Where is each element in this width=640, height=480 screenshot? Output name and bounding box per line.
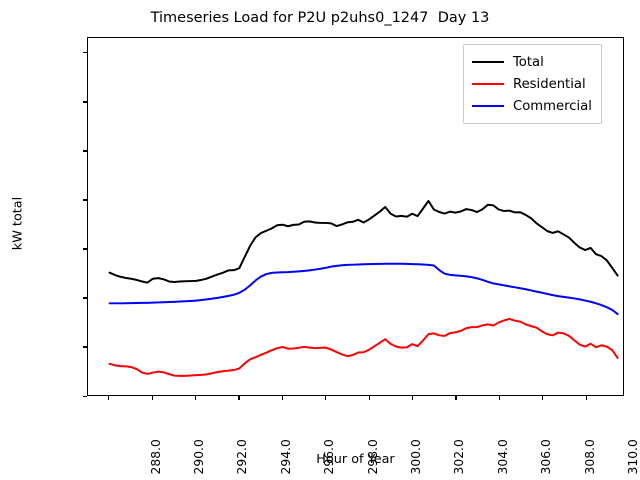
legend-swatch-total (472, 61, 504, 63)
x-tick-mark (108, 396, 110, 400)
plot-lines (108, 199, 619, 377)
x-tick-label: 308.0 (582, 439, 597, 475)
x-tick-label: 306.0 (539, 439, 554, 475)
x-tick-label: 310.0 (626, 439, 640, 475)
legend-label-commercial: Commercial (513, 98, 592, 114)
x-tick-label: 300.0 (409, 439, 424, 475)
x-tick-label: 294.0 (279, 439, 294, 475)
x-axis-label: Hour of Year (316, 452, 395, 467)
series-line-commercial (108, 262, 619, 316)
x-tick-label: 302.0 (452, 439, 467, 475)
legend-swatch-residential (472, 83, 504, 85)
series-line-total (108, 199, 619, 284)
x-tick-mark (368, 396, 370, 400)
x-tick-mark (411, 396, 414, 400)
x-tick-label: 288.0 (148, 439, 163, 475)
y-tick-mark (83, 150, 87, 152)
y-tick-mark (83, 199, 87, 201)
chart-title: Timeseries Load for P2U p2uhs0_1247 Day … (150, 10, 490, 26)
x-tick-mark (498, 396, 501, 400)
plot-area (87, 37, 624, 396)
y-tick-mark (83, 346, 87, 348)
x-tick-mark (455, 396, 457, 400)
y-axis-label: kW total (10, 196, 26, 251)
y-tick-mark (83, 297, 87, 299)
legend-item-commercial: Commercial (472, 95, 592, 117)
y-tick-mark (83, 52, 87, 54)
x-tick-label: 290.0 (192, 439, 207, 475)
chart-legend: Total Residential Commercial (463, 44, 602, 124)
y-tick-mark (83, 101, 87, 103)
x-tick-label: 296.0 (322, 439, 337, 475)
x-tick-label: 298.0 (365, 439, 380, 475)
x-tick-label: 292.0 (235, 439, 250, 475)
legend-swatch-commercial (472, 105, 504, 107)
x-tick-mark (325, 396, 327, 400)
x-tick-label: 304.0 (496, 439, 511, 475)
y-tick-mark (83, 395, 87, 397)
legend-label-residential: Residential (513, 76, 586, 92)
x-tick-mark (281, 396, 284, 400)
x-tick-mark (238, 396, 240, 400)
x-tick-mark (542, 396, 544, 400)
legend-label-total: Total (513, 54, 544, 70)
legend-item-residential: Residential (472, 73, 592, 95)
y-tick-mark (83, 248, 87, 250)
x-tick-mark (585, 396, 587, 400)
legend-item-total: Total (472, 51, 592, 73)
series-line-residential (108, 317, 619, 377)
x-tick-mark (194, 396, 197, 400)
x-tick-mark (151, 396, 153, 400)
